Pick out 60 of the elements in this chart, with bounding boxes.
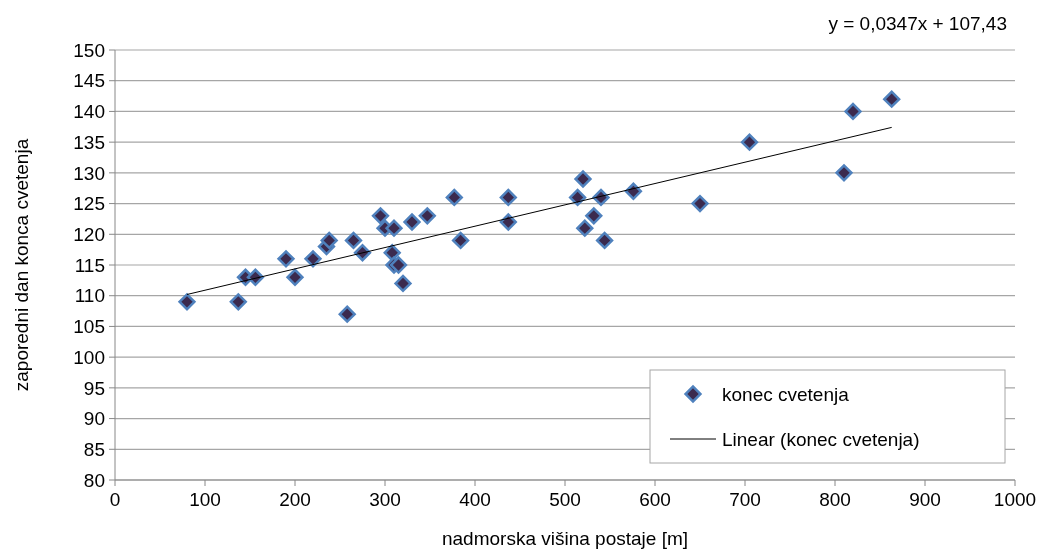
point: [389, 256, 408, 274]
y-tick-label: 115: [74, 254, 105, 276]
x-tick-label: 700: [729, 489, 761, 510]
x-axis-title: nadmorska višina postaje [m]: [441, 528, 689, 549]
point: [320, 231, 338, 250]
y-tick-label: 110: [74, 285, 105, 307]
point: [418, 207, 436, 225]
x-tick-label: 900: [909, 489, 941, 510]
point: [568, 188, 587, 207]
point: [499, 188, 517, 207]
point: [385, 219, 403, 237]
point: [585, 207, 603, 225]
point: [403, 213, 421, 231]
point: [229, 293, 247, 311]
x-tick-label: 200: [279, 489, 311, 510]
point: [338, 305, 356, 323]
x-tick-label: 800: [819, 489, 851, 510]
y-tick-label: 100: [73, 346, 105, 368]
y-tick-label: 90: [83, 408, 105, 430]
x-tick-label: 300: [369, 489, 401, 510]
point: [371, 207, 390, 225]
text: y = 0,0347x + 107,43: [828, 13, 1007, 34]
point: [344, 231, 363, 250]
y-tick-label: 95: [83, 377, 105, 399]
y-tick-label: 140: [73, 101, 105, 123]
point: [394, 274, 412, 293]
y-tick-label: 130: [73, 162, 105, 184]
point: [576, 219, 594, 237]
point: [451, 231, 470, 250]
x-tick-label: 400: [459, 489, 491, 510]
x-tick-label: 500: [549, 489, 581, 510]
y-tick-label: 135: [73, 131, 105, 153]
point: [383, 244, 401, 262]
point: [277, 250, 295, 268]
x-tick-label: 100: [189, 489, 221, 510]
point: [595, 231, 614, 250]
x-tick-label: 0: [109, 489, 121, 510]
legend-label: Linear (konec cvetenja): [722, 428, 920, 450]
point: [286, 268, 304, 286]
x-tick-label: 600: [639, 489, 671, 510]
point: [691, 194, 709, 213]
x-tick-label: 1000: [993, 489, 1037, 510]
point: [304, 250, 322, 268]
y-tick-label: 105: [73, 316, 105, 338]
y-tick-label: 125: [73, 193, 105, 215]
point: [574, 170, 592, 188]
point: [499, 213, 517, 231]
point: [835, 164, 853, 182]
y-tick-label: 120: [73, 223, 105, 245]
y-axis-title: zaporedni dan konca cvetenja: [11, 138, 32, 392]
point: [883, 90, 901, 108]
y-tick-label: 85: [83, 438, 105, 460]
y-tick-label: 80: [83, 469, 105, 491]
y-tick-label: 145: [73, 70, 105, 92]
point: [178, 293, 196, 311]
legend-label: konec cvetenja: [722, 383, 850, 405]
point: [844, 102, 862, 121]
point: [740, 133, 759, 151]
point: [445, 188, 463, 207]
y-tick-label: 150: [73, 39, 105, 61]
